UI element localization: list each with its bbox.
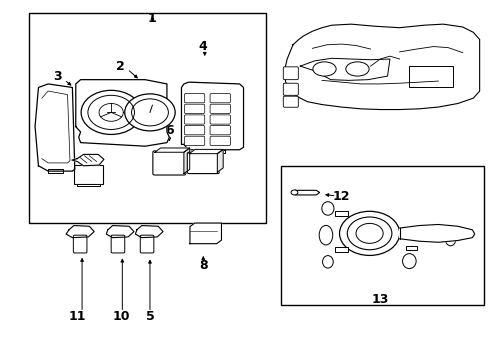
Text: 2: 2 (116, 60, 125, 73)
Bar (29, 13, 266, 223)
Polygon shape (48, 169, 62, 173)
Ellipse shape (321, 202, 333, 215)
FancyBboxPatch shape (210, 94, 230, 103)
FancyBboxPatch shape (210, 136, 230, 145)
Text: 12: 12 (332, 189, 349, 203)
Ellipse shape (319, 225, 332, 245)
FancyBboxPatch shape (184, 104, 204, 113)
FancyBboxPatch shape (153, 151, 185, 175)
Polygon shape (183, 148, 189, 174)
FancyBboxPatch shape (73, 235, 87, 253)
Ellipse shape (322, 256, 332, 268)
Polygon shape (66, 226, 94, 238)
Circle shape (339, 211, 399, 256)
Polygon shape (189, 223, 221, 244)
Polygon shape (106, 226, 134, 238)
FancyBboxPatch shape (283, 83, 298, 95)
FancyBboxPatch shape (184, 115, 204, 124)
FancyBboxPatch shape (111, 235, 124, 253)
Ellipse shape (402, 254, 415, 269)
Polygon shape (205, 150, 224, 153)
FancyBboxPatch shape (140, 235, 154, 253)
Polygon shape (189, 149, 223, 154)
Bar (280, 166, 484, 305)
Circle shape (81, 90, 141, 134)
Bar (334, 211, 347, 216)
FancyBboxPatch shape (184, 126, 204, 135)
Circle shape (290, 190, 297, 195)
Text: 4: 4 (199, 40, 207, 53)
Polygon shape (217, 149, 223, 172)
Text: 13: 13 (371, 293, 388, 306)
Bar (74, 165, 102, 184)
Polygon shape (291, 190, 319, 195)
Text: 5: 5 (145, 310, 154, 324)
FancyBboxPatch shape (210, 104, 230, 113)
Text: 1: 1 (148, 12, 157, 24)
Polygon shape (399, 225, 474, 242)
Text: 9: 9 (82, 124, 91, 137)
Bar (334, 247, 347, 252)
Circle shape (124, 94, 175, 131)
Text: 3: 3 (53, 70, 62, 83)
Text: 6: 6 (165, 124, 173, 137)
Text: 10: 10 (112, 310, 129, 324)
FancyBboxPatch shape (210, 115, 230, 124)
Text: 11: 11 (68, 310, 86, 324)
Text: 7: 7 (199, 124, 207, 137)
Ellipse shape (345, 62, 368, 76)
FancyBboxPatch shape (210, 126, 230, 135)
Text: 8: 8 (199, 259, 207, 272)
FancyBboxPatch shape (283, 96, 298, 107)
Polygon shape (72, 154, 103, 166)
Polygon shape (76, 80, 169, 146)
Polygon shape (77, 184, 100, 186)
Bar (406, 246, 416, 251)
Bar (408, 66, 452, 87)
FancyBboxPatch shape (283, 67, 298, 80)
FancyBboxPatch shape (184, 136, 204, 145)
Polygon shape (35, 84, 75, 171)
Polygon shape (155, 148, 189, 152)
Ellipse shape (312, 62, 335, 76)
FancyBboxPatch shape (187, 152, 219, 174)
Polygon shape (284, 24, 479, 109)
Polygon shape (135, 226, 163, 238)
Polygon shape (181, 82, 243, 150)
FancyBboxPatch shape (184, 94, 204, 103)
Ellipse shape (444, 231, 455, 246)
